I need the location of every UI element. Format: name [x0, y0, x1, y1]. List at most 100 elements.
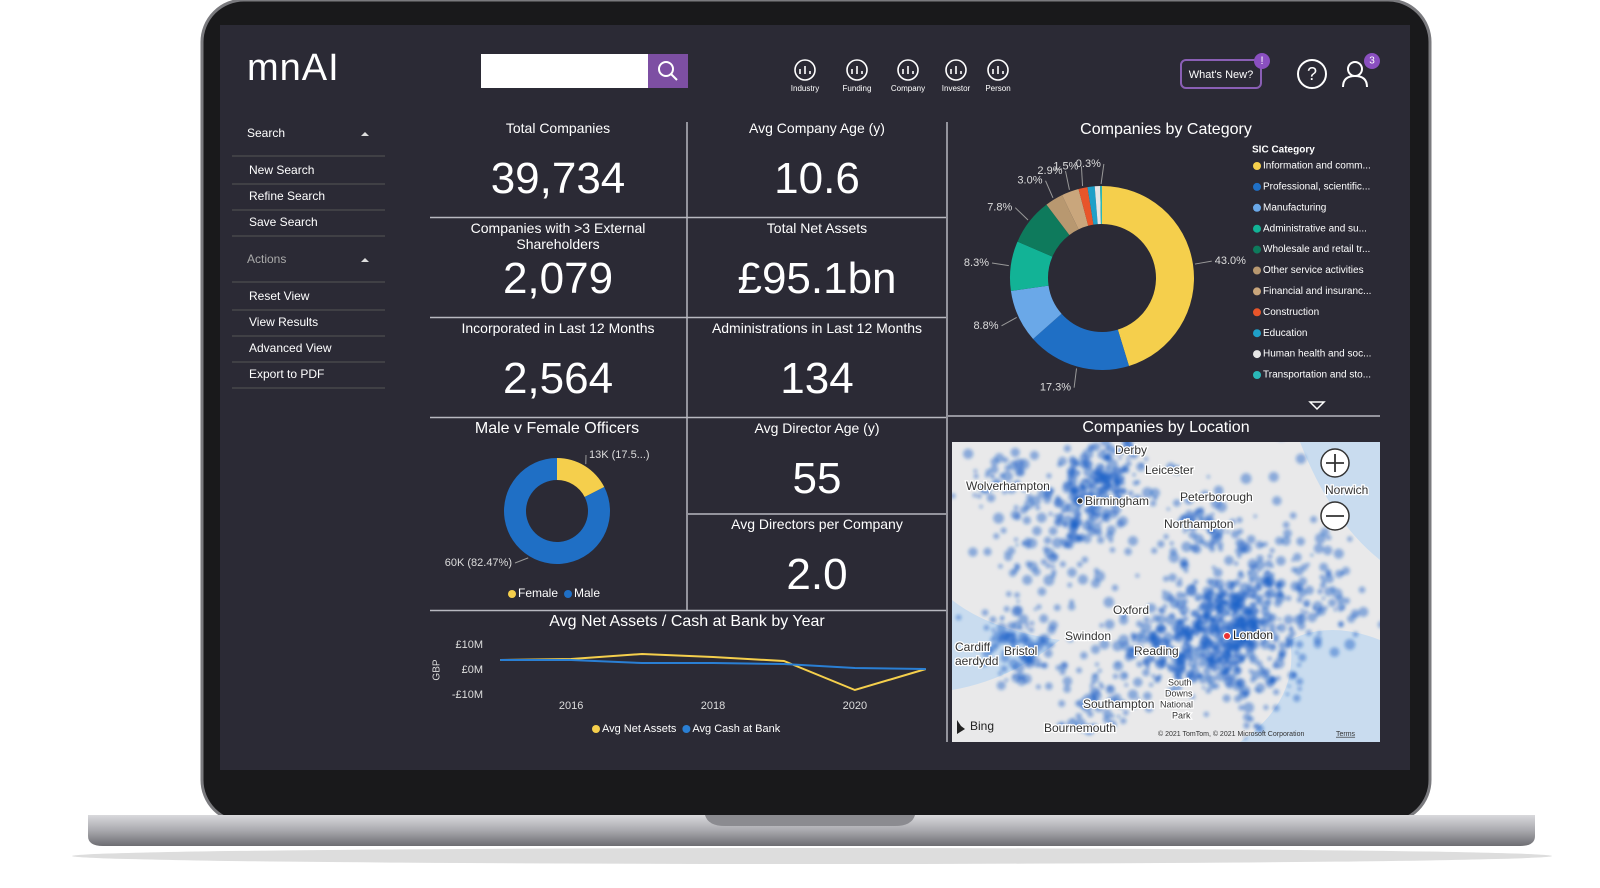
heat-spot [1047, 552, 1058, 563]
heat-spot [1165, 643, 1174, 652]
chart-title: Companies by Location [1082, 419, 1249, 436]
nav-item[interactable] [987, 59, 1009, 81]
heat-spot [1263, 612, 1274, 623]
heat-spot [1290, 672, 1298, 679]
heat-spot [1117, 516, 1128, 527]
heat-spot [1189, 694, 1196, 700]
heat-spot [1343, 597, 1351, 605]
heat-spot [1082, 448, 1094, 460]
map-label: Downs [1165, 688, 1193, 698]
heat-spot [1175, 580, 1183, 587]
heat-spot [983, 547, 992, 556]
nav-item[interactable] [794, 59, 816, 81]
section-title[interactable]: Actions [247, 252, 286, 266]
help-button[interactable] [1297, 59, 1327, 89]
heat-spot [1304, 585, 1314, 595]
kpi-value: 55 [792, 454, 842, 503]
heat-spot [1162, 632, 1174, 643]
heat-spot [1002, 457, 1009, 464]
heat-spot [1039, 614, 1049, 624]
heat-spot [1292, 552, 1302, 562]
donut-slice [1033, 313, 1129, 370]
legend-swatch [592, 725, 600, 733]
search-button[interactable] [648, 54, 688, 88]
heat-spot [1108, 538, 1114, 543]
heat-spot [1199, 517, 1211, 529]
nav-item[interactable] [897, 59, 919, 81]
heat-spot [1224, 555, 1234, 566]
heat-spot [996, 622, 1007, 633]
sidebar-item[interactable]: Export to PDF [249, 367, 324, 381]
heat-spot [1213, 595, 1224, 606]
kpi-value: 134 [780, 354, 854, 403]
kpi-title: Avg Director Age (y) [754, 420, 880, 436]
heat-spot [1226, 530, 1230, 534]
heat-spot [992, 481, 1000, 488]
section-title[interactable]: Search [247, 126, 285, 140]
map-label: Oxford [1113, 603, 1149, 617]
heat-spot [1018, 614, 1029, 625]
heat-spot [1310, 516, 1318, 523]
sidebar-item[interactable]: Reset View [249, 289, 310, 303]
heat-spot [1295, 640, 1304, 649]
heat-spot [1076, 667, 1083, 674]
heat-spot [976, 493, 982, 499]
heat-spot [1094, 662, 1099, 667]
heat-spot [1319, 562, 1329, 572]
heat-spot [1333, 607, 1338, 612]
heat-spot [1116, 714, 1121, 719]
heat-spot [1093, 701, 1105, 713]
heat-spot [979, 504, 983, 509]
heat-spot [1112, 693, 1122, 702]
heat-spot [1125, 460, 1132, 467]
heat-spot [996, 680, 1006, 691]
sidebar-item[interactable]: New Search [249, 163, 314, 177]
sidebar-item[interactable]: View Results [249, 315, 318, 329]
nav-item[interactable] [846, 59, 868, 81]
heat-spot [1277, 623, 1287, 633]
heat-spot [1087, 693, 1097, 703]
heat-spot [1334, 569, 1344, 579]
heat-spot [1166, 462, 1176, 472]
sidebar-item[interactable]: Save Search [249, 215, 318, 229]
heat-spot [1090, 644, 1101, 655]
heat-spot [984, 473, 990, 478]
heat-spot [1203, 711, 1209, 717]
sidebar-item[interactable]: Refine Search [249, 189, 325, 203]
heat-spot [1205, 636, 1211, 641]
heat-spot [1358, 586, 1366, 594]
heat-spot [1045, 682, 1053, 691]
heat-spot [1230, 581, 1235, 586]
heat-spot [1216, 501, 1227, 513]
heat-spot [1029, 620, 1035, 626]
heat-spot [989, 465, 999, 474]
heat-spot [1077, 535, 1083, 541]
heat-spot [1270, 564, 1274, 568]
heat-spot [1185, 584, 1197, 595]
heat-spot [1306, 562, 1310, 567]
legend-entry: Female [518, 586, 558, 600]
heat-spot [1225, 681, 1234, 689]
whats-new-button[interactable] [1180, 59, 1262, 89]
map-terms[interactable]: Terms [1336, 731, 1356, 738]
heat-spot [1247, 616, 1251, 620]
sidebar-item[interactable]: Advanced View [249, 341, 332, 355]
nav-item[interactable] [945, 59, 967, 81]
heat-spot [1111, 584, 1119, 592]
search-input[interactable] [481, 54, 648, 88]
heat-spot [1295, 453, 1307, 464]
heat-spot [1089, 508, 1096, 515]
heat-spot [1317, 588, 1323, 595]
kpi-title: Avg Company Age (y) [749, 120, 885, 136]
heat-spot [993, 512, 1005, 524]
legend-scroll[interactable] [1308, 401, 1326, 411]
legend-entry: Administrative and su... [1263, 223, 1367, 234]
heat-spot [1004, 552, 1013, 562]
kpi-card: Avg Director Age (y) 55 [688, 418, 946, 514]
heat-spot [1099, 639, 1110, 650]
legend-swatch [1253, 224, 1261, 233]
heat-spot [1247, 716, 1254, 723]
heat-spot [1173, 499, 1181, 507]
heat-spot [968, 547, 978, 557]
heat-spot [1169, 541, 1174, 546]
